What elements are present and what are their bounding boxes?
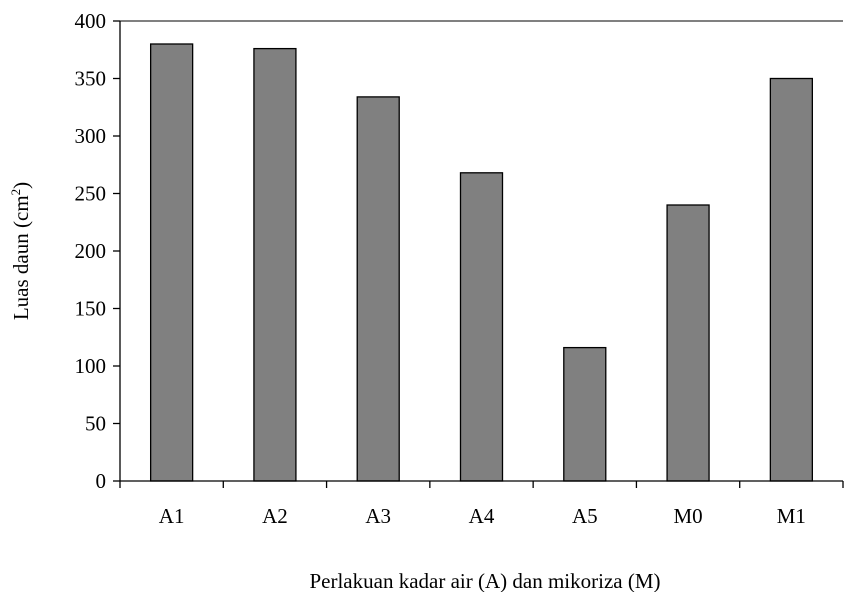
x-tick-label: A3 xyxy=(365,504,391,528)
y-axis-title-main: Luas daun (cm xyxy=(9,195,33,320)
y-axis-title-close: ) xyxy=(9,182,33,189)
y-tick-label: 250 xyxy=(75,182,107,206)
bar-a3 xyxy=(356,96,400,482)
y-tick-label: 300 xyxy=(75,124,107,148)
bar-a5 xyxy=(563,346,607,482)
bar-a2 xyxy=(253,47,297,482)
y-tick-label: 0 xyxy=(96,469,107,493)
bar-a4 xyxy=(459,172,504,482)
x-tick-label: A4 xyxy=(469,504,495,528)
bar-m0 xyxy=(666,204,710,482)
bar-a1 xyxy=(149,43,194,482)
x-axis-title: Perlakuan kadar air (A) dan mikoriza (M) xyxy=(309,569,660,592)
bars-layer xyxy=(149,43,814,482)
y-tick-label: 50 xyxy=(85,412,106,436)
x-tick-label: M1 xyxy=(777,504,806,528)
x-tick-label: A5 xyxy=(572,504,598,528)
y-tick-label: 100 xyxy=(75,354,107,378)
y-axis-title-superscript: 2 xyxy=(8,189,23,196)
y-axis-title: Luas daun (cm2) xyxy=(8,182,33,320)
y-tick-label: 150 xyxy=(75,297,107,321)
x-tick-label: A2 xyxy=(262,504,288,528)
y-tick-label: 350 xyxy=(75,67,107,91)
y-ticks: 0 50 100 150 200 250 300 350 400 xyxy=(75,9,120,493)
x-tick-label: M0 xyxy=(673,504,702,528)
y-tick-label: 200 xyxy=(75,239,107,263)
bar-m1 xyxy=(769,77,814,482)
y-tick-label: 400 xyxy=(75,9,107,33)
x-ticks: A1 A2 A3 A4 A5 M0 M1 xyxy=(119,481,844,528)
x-tick-label: A1 xyxy=(159,504,185,528)
